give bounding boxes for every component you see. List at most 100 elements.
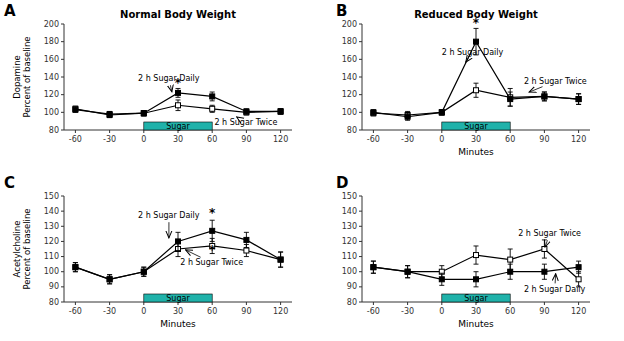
point xyxy=(576,277,581,282)
error-bar xyxy=(508,264,513,279)
y-tick xyxy=(359,196,362,197)
annotation-arrow xyxy=(545,240,547,247)
y-tick xyxy=(359,226,362,227)
point xyxy=(542,269,547,274)
x-tick xyxy=(143,130,144,133)
point xyxy=(371,111,376,116)
panel-label: A xyxy=(4,2,16,20)
point xyxy=(474,88,479,93)
x-tick xyxy=(109,302,110,305)
y-tick xyxy=(61,130,64,131)
y-tick-label: 80 xyxy=(347,126,357,135)
y-tick-label: 200 xyxy=(44,20,59,29)
error-bar xyxy=(371,261,376,273)
point xyxy=(508,269,513,274)
y-tick-label: 90 xyxy=(347,282,357,291)
y-axis-label-line: Percent of baseline xyxy=(22,36,32,117)
y-tick-label: 150 xyxy=(44,192,59,201)
y-tick xyxy=(61,256,64,257)
sugar-bar xyxy=(144,294,212,302)
point xyxy=(176,90,181,95)
point xyxy=(542,94,547,99)
y-tick-label: 180 xyxy=(44,37,59,46)
y-tick xyxy=(61,59,64,60)
point xyxy=(474,253,479,258)
y-axis-label: DopaminePercent of baseline xyxy=(12,36,32,117)
x-tick xyxy=(373,130,374,133)
x-tick-label: 120 xyxy=(273,307,288,316)
x-tick-label: 90 xyxy=(539,307,549,316)
error-bar xyxy=(278,109,283,114)
series-line xyxy=(75,231,280,279)
x-tick xyxy=(75,130,76,133)
x-tick xyxy=(373,302,374,305)
x-tick-label: 60 xyxy=(207,307,217,316)
x-tick-label: 0 xyxy=(439,135,444,144)
x-tick xyxy=(246,302,247,305)
x-axis-label: Minutes xyxy=(160,319,196,329)
error-bar xyxy=(73,106,78,111)
error-bar xyxy=(244,232,249,247)
y-tick xyxy=(61,77,64,78)
x-tick xyxy=(246,130,247,133)
point xyxy=(107,277,112,282)
x-tick-label: -60 xyxy=(367,307,380,316)
error-bar xyxy=(244,110,249,115)
plot-area xyxy=(371,240,581,287)
x-tick-label: 60 xyxy=(207,135,217,144)
point xyxy=(439,110,444,115)
error-bar xyxy=(371,261,376,273)
point xyxy=(278,257,283,262)
y-tick xyxy=(359,112,362,113)
error-bar xyxy=(141,111,146,116)
point xyxy=(107,112,112,117)
x-tick xyxy=(75,302,76,305)
error-bar xyxy=(73,107,78,112)
y-tick xyxy=(61,241,64,242)
error-bar xyxy=(405,113,410,120)
error-bar xyxy=(474,272,479,287)
error-bar xyxy=(141,111,146,116)
y-tick xyxy=(359,94,362,95)
error-bar xyxy=(141,267,146,276)
error-bar xyxy=(405,111,410,118)
y-tick-label: 120 xyxy=(44,237,59,246)
plot-area xyxy=(371,28,581,120)
error-bar xyxy=(176,232,181,250)
x-tick-label: -30 xyxy=(401,307,414,316)
error-bar xyxy=(210,220,215,241)
x-tick xyxy=(143,302,144,305)
y-tick-label: 80 xyxy=(49,126,59,135)
point xyxy=(244,109,249,114)
error-bar xyxy=(508,88,513,106)
point xyxy=(542,247,547,252)
annotation-arrow xyxy=(168,222,169,238)
error-bar xyxy=(576,94,581,105)
y-tick-label: 160 xyxy=(44,55,59,64)
annotation-arrow xyxy=(185,250,200,257)
x-tick xyxy=(578,302,579,305)
error-bar xyxy=(542,240,547,258)
point xyxy=(508,97,513,102)
y-axis-label-line: Percent of baseline xyxy=(22,208,32,289)
y-axis-label: AcetylcholinePercent of baseline xyxy=(12,208,32,289)
y-tick xyxy=(61,94,64,95)
y-tick-label: 140 xyxy=(342,207,357,216)
error-bar xyxy=(405,266,410,278)
y-tick xyxy=(359,41,362,42)
error-bar xyxy=(278,252,283,267)
y-tick xyxy=(61,286,64,287)
error-bar xyxy=(278,252,283,267)
x-axis-label: Minutes xyxy=(458,147,494,157)
error-bar xyxy=(371,111,376,116)
point xyxy=(371,265,376,270)
y-tick xyxy=(359,24,362,25)
x-tick-label: 60 xyxy=(505,307,515,316)
sugar-bar xyxy=(144,122,212,130)
y-tick-label: 110 xyxy=(44,252,59,261)
panel-label: C xyxy=(4,174,15,192)
point xyxy=(371,110,376,115)
x-tick-label: 0 xyxy=(141,307,146,316)
y-tick xyxy=(61,24,64,25)
plot-area xyxy=(73,220,283,284)
